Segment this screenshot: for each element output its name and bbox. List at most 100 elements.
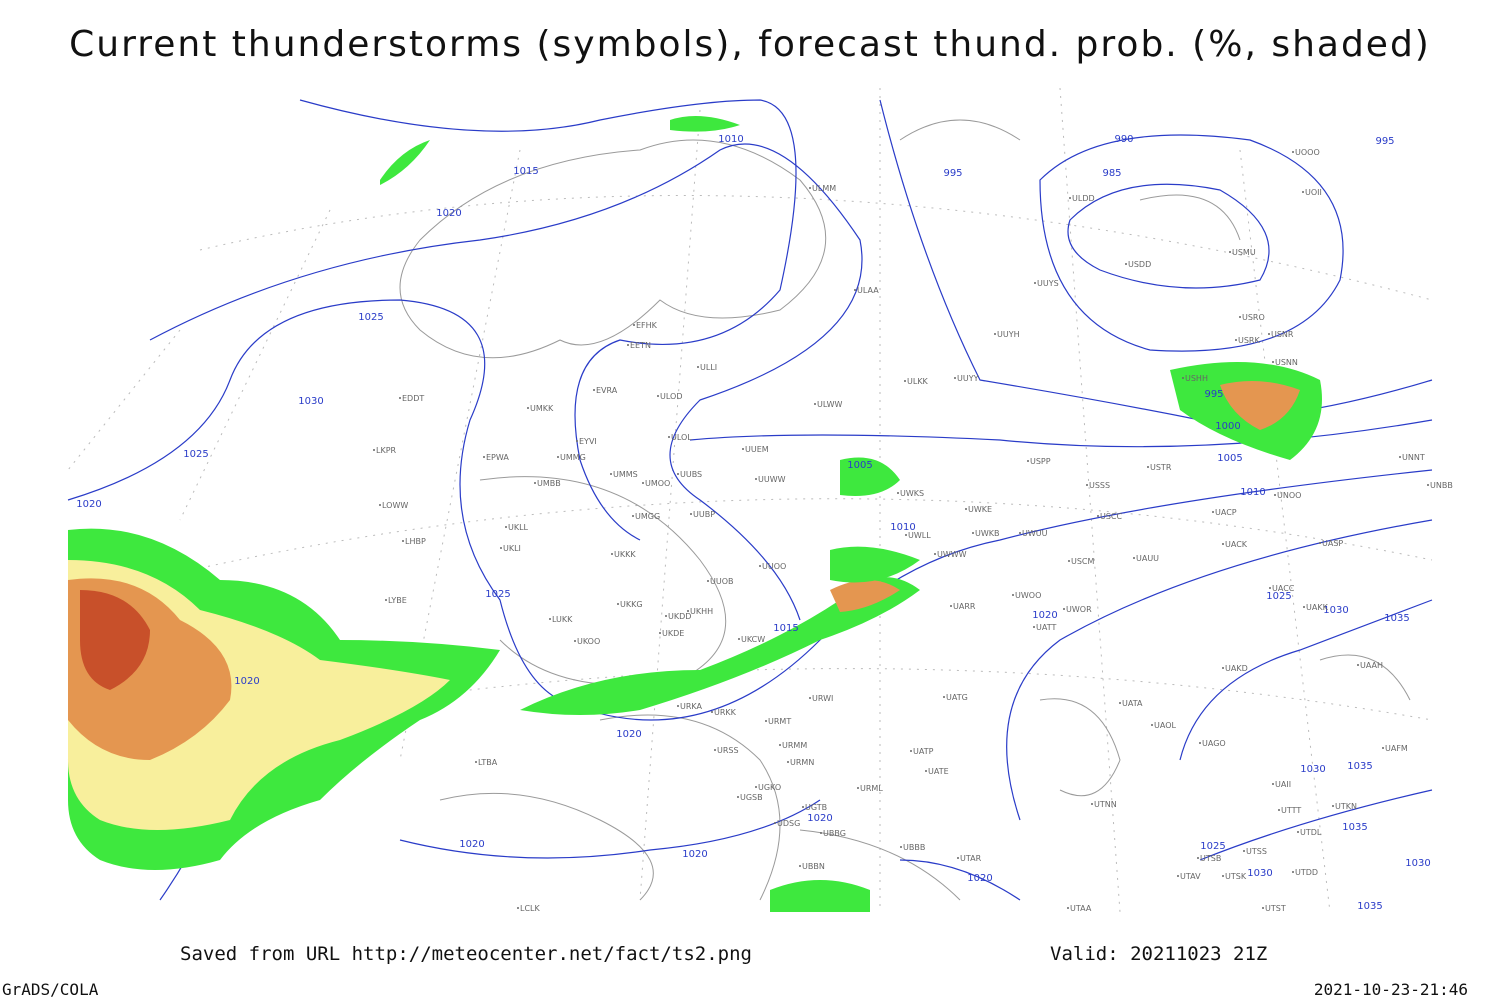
isobar-label: 995 <box>1375 136 1394 147</box>
station-label: UBBN <box>802 862 825 871</box>
station-dot <box>1133 557 1135 559</box>
isobar-label: 1020 <box>459 839 484 850</box>
station-label: UMBB <box>537 479 561 488</box>
station-label: UBBG <box>823 829 846 838</box>
station-label: UKHH <box>690 607 713 616</box>
station-dot <box>534 482 536 484</box>
station-dot <box>1151 724 1153 726</box>
station-dot <box>957 857 959 859</box>
station-label: UATG <box>946 693 968 702</box>
station-dot <box>610 473 612 475</box>
station-label: UKDD <box>668 612 691 621</box>
isobar-label: 1030 <box>1300 764 1325 775</box>
isobar-label: 1015 <box>773 623 798 634</box>
isobar-label: 1010 <box>890 522 915 533</box>
station-dot <box>1222 875 1224 877</box>
station-dot <box>633 324 635 326</box>
station-dot <box>1292 871 1294 873</box>
station-dot <box>399 397 401 399</box>
station-label: UUEM <box>745 445 769 454</box>
isobar-label: 1025 <box>183 449 208 460</box>
station-label: UGSB <box>740 793 763 802</box>
station-label: UMMS <box>613 470 638 479</box>
isobar-label: 1030 <box>1405 858 1430 869</box>
station-label: URMM <box>782 741 807 750</box>
station-dot <box>517 907 519 909</box>
isobar-label: 1010 <box>1240 487 1265 498</box>
station-dot <box>820 832 822 834</box>
station-label: UTAR <box>960 854 982 863</box>
station-dot <box>617 603 619 605</box>
station-label: UNNT <box>1402 453 1425 462</box>
station-label: EYVI <box>579 437 597 446</box>
station-label: UWOO <box>1015 591 1041 600</box>
station-label: UAII <box>1275 780 1291 789</box>
isobar-label: 1025 <box>1200 841 1225 852</box>
isobar-label: 990 <box>1114 134 1133 145</box>
station-dot <box>787 761 789 763</box>
station-dot <box>500 547 502 549</box>
station-dot <box>755 478 757 480</box>
station-label: UAOL <box>1154 721 1176 730</box>
station-dot <box>1382 747 1384 749</box>
station-dot <box>687 610 689 612</box>
station-label: UMMG <box>560 453 586 462</box>
station-label: URKK <box>714 708 737 717</box>
station-label: UAGO <box>1202 739 1226 748</box>
station-dot <box>576 440 578 442</box>
station-dot <box>1268 333 1270 335</box>
station-dot <box>385 599 387 601</box>
station-label: UUOO <box>762 562 786 571</box>
station-label: UBBB <box>903 843 925 852</box>
station-label: UARR <box>953 602 976 611</box>
station-dot <box>943 696 945 698</box>
station-label: URMT <box>768 717 791 726</box>
station-label: UMKK <box>530 404 554 413</box>
station-label: UKOO <box>577 637 600 646</box>
station-label: UTAA <box>1070 904 1092 913</box>
station-label: UTKN <box>1335 802 1357 811</box>
station-dot <box>379 504 381 506</box>
station-dot <box>677 705 679 707</box>
station-dot <box>665 615 667 617</box>
station-label: UDSG <box>777 819 800 828</box>
isobar-label: 1035 <box>1347 761 1372 772</box>
station-label: LHBP <box>405 537 426 546</box>
station-label: UTAV <box>1180 872 1201 881</box>
station-label: USRO <box>1242 313 1265 322</box>
station-label: UAKD <box>1225 664 1248 673</box>
station-label: UATP <box>913 747 934 756</box>
station-dot <box>1034 282 1036 284</box>
isobar-label: 1025 <box>485 589 510 600</box>
station-dot <box>1262 907 1264 909</box>
station-dot <box>659 632 661 634</box>
station-label: LOWW <box>382 501 408 510</box>
station-dot <box>1068 560 1070 562</box>
station-dot <box>1086 484 1088 486</box>
station-dot <box>1067 907 1069 909</box>
station-dot <box>1332 805 1334 807</box>
station-dot <box>373 449 375 451</box>
station-dot <box>738 638 740 640</box>
station-dot <box>574 640 576 642</box>
isobar-label: 1025 <box>358 312 383 323</box>
station-dot <box>1019 532 1021 534</box>
station-label: UTDL <box>1300 828 1322 837</box>
station-label: UKKK <box>614 550 636 559</box>
station-label: UUYY <box>957 374 979 383</box>
station-label: UUOB <box>710 577 734 586</box>
station-dot <box>1303 606 1305 608</box>
station-dot <box>934 553 936 555</box>
station-label: ULKK <box>907 377 929 386</box>
station-dot <box>402 540 404 542</box>
isobar-label: 1020 <box>682 849 707 860</box>
station-dot <box>527 407 529 409</box>
station-label: USNR <box>1271 330 1294 339</box>
station-label: USDD <box>1128 260 1151 269</box>
station-label: UACK <box>1225 540 1248 549</box>
station-label: URML <box>860 784 883 793</box>
station-label: UKLL <box>508 523 529 532</box>
station-dot <box>690 513 692 515</box>
software: GrADS/COLA <box>2 980 99 999</box>
station-dot <box>1182 377 1184 379</box>
